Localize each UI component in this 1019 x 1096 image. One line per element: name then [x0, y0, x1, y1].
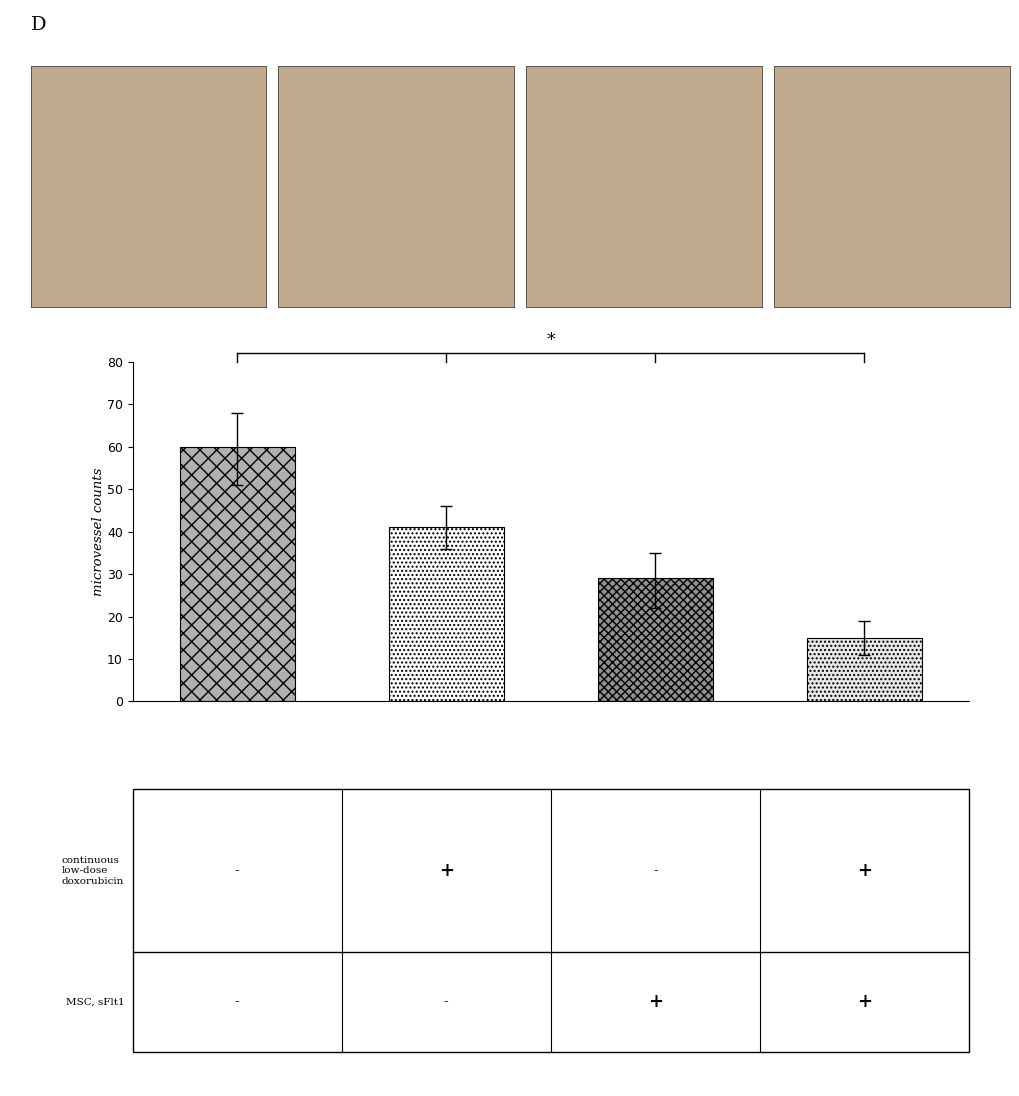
- Bar: [806, 638, 921, 701]
- Text: continuous
low-dose
doxorubicin: continuous low-dose doxorubicin: [62, 856, 124, 886]
- Bar: [388, 527, 503, 701]
- Text: +: +: [438, 861, 453, 880]
- Text: +: +: [856, 993, 871, 1012]
- Text: MSC, sFlt1: MSC, sFlt1: [65, 997, 124, 1007]
- Text: -: -: [234, 864, 239, 878]
- Text: -: -: [234, 995, 239, 1009]
- Bar: [597, 579, 712, 701]
- Text: -: -: [652, 864, 657, 878]
- Text: -: -: [443, 995, 448, 1009]
- Text: +: +: [856, 861, 871, 880]
- Bar: [179, 447, 294, 701]
- Y-axis label: microvessel counts: microvessel counts: [92, 467, 105, 596]
- Text: *: *: [546, 331, 554, 349]
- Text: +: +: [647, 993, 662, 1012]
- Text: D: D: [31, 16, 46, 34]
